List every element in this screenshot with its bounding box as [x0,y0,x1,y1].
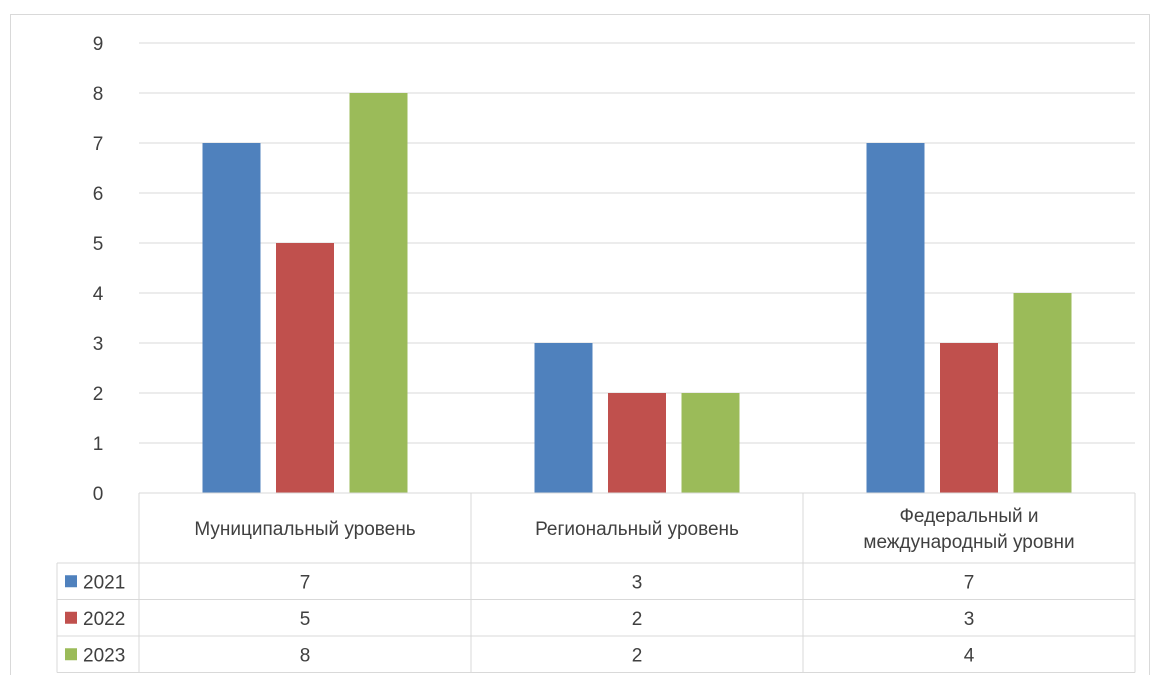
data-table-value: 3 [632,572,643,593]
data-table-value: 2 [632,645,643,666]
data-table-value: 2 [632,609,643,630]
data-table-value: 5 [300,609,311,630]
y-tick-label: 7 [93,134,104,155]
bar-2022-3 [940,343,998,493]
bar-2023-3 [1013,293,1072,493]
legend-key-2023 [65,648,77,661]
bar-2021-2 [534,343,593,493]
legend-key-2021 [65,575,77,588]
bar-2022-1 [276,243,334,493]
y-tick-label: 5 [93,234,104,255]
bar-2021-1 [202,143,261,493]
category-label: Региональный уровень [535,519,739,540]
data-table-value: 7 [300,572,311,593]
y-tick-label: 8 [93,84,104,105]
y-tick-label: 2 [93,384,104,405]
legend-series-name: 2022 [83,609,125,630]
legend-series-name: 2023 [83,645,125,666]
y-tick-label: 6 [93,184,104,205]
legend-series-name: 2021 [83,572,125,593]
y-tick-label: 9 [93,34,104,55]
chart-frame [10,14,1150,675]
bar-2023-2 [681,393,740,493]
category-label: международный уровни [863,532,1074,553]
category-label: Муниципальный уровень [194,519,415,540]
y-tick-label: 1 [93,434,104,455]
bar-2021-3 [866,143,925,493]
bar-2023-1 [349,93,408,493]
legend-key-2022 [65,611,77,624]
y-tick-label: 4 [93,284,104,305]
bar-2022-2 [608,393,666,493]
data-table-value: 7 [964,572,975,593]
y-tick-label: 0 [93,484,104,505]
data-table-value: 8 [300,645,311,666]
data-table-value: 4 [964,645,975,666]
category-label: Федеральный и [899,506,1038,527]
y-tick-label: 3 [93,334,104,355]
data-table-value: 3 [964,609,975,630]
